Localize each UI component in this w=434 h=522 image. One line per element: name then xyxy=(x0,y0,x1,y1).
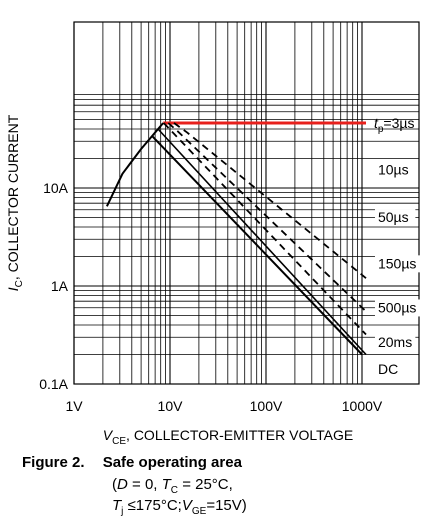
curve-label-bg xyxy=(374,299,424,317)
x-tick-label: 1000V xyxy=(342,398,383,414)
curve-label: 150µs xyxy=(378,255,416,271)
soa-curve-10s xyxy=(173,122,367,279)
curve-label: 10µs xyxy=(378,162,409,178)
curve-label: 20ms xyxy=(378,334,412,350)
x-tick-label: 100V xyxy=(250,398,283,414)
curve-label-bg xyxy=(374,333,416,351)
y-tick-label: 10A xyxy=(43,180,69,196)
x-tick-label: 1V xyxy=(65,398,83,414)
caption-conditions-1: (D = 0, TC = 25°C, xyxy=(112,476,233,496)
safe-operating-area-chart: 10µs 50µs 150µs 500µs 20ms DC 1V 10V 100V 1000V 0… xyxy=(5,21,424,447)
curve-label-bg xyxy=(374,209,416,227)
caption-heading: Figure 2. Safe operating area xyxy=(22,452,242,473)
x-tick-label: 10V xyxy=(158,398,184,414)
x-axis-label: VCE, COLLECTOR-EMITTER VOLTAGE xyxy=(103,427,353,447)
soa-curve-50s xyxy=(167,122,367,313)
figure-number: Figure 2. xyxy=(22,454,85,471)
curve-label: 500µs xyxy=(378,299,416,315)
y-tick-label: 0.1A xyxy=(39,376,68,392)
curve-label: DC xyxy=(378,361,398,377)
curve-label: 50µs xyxy=(378,209,409,225)
soa-curve-dc xyxy=(151,135,363,356)
curve-labels: 10µs 50µs 150µs 500µs 20ms DC xyxy=(374,161,424,378)
chart-curves xyxy=(105,121,367,356)
curve-label-bg xyxy=(374,360,399,378)
plot-frame xyxy=(73,21,420,385)
figure-title: Safe operating area xyxy=(102,454,242,471)
tp-3us-label: tp=3µs xyxy=(374,115,414,135)
y-tick-label: 1A xyxy=(51,278,69,294)
soa-curve-500s xyxy=(157,128,367,356)
y-axis-label: IC, COLLECTOR CURRENT xyxy=(5,114,25,291)
soa-curve-boundary xyxy=(105,122,164,207)
axis-tick-labels: 1V 10V 100V 1000V 0.1A 1A 10A xyxy=(39,180,383,414)
caption-conditions-2: Tj ≤175°C;VGE=15V) xyxy=(112,497,247,517)
soa-curve-150s xyxy=(163,122,367,336)
chart-grid xyxy=(73,22,419,385)
curve-label-bg xyxy=(374,255,424,273)
curve-label-bg xyxy=(374,161,416,179)
